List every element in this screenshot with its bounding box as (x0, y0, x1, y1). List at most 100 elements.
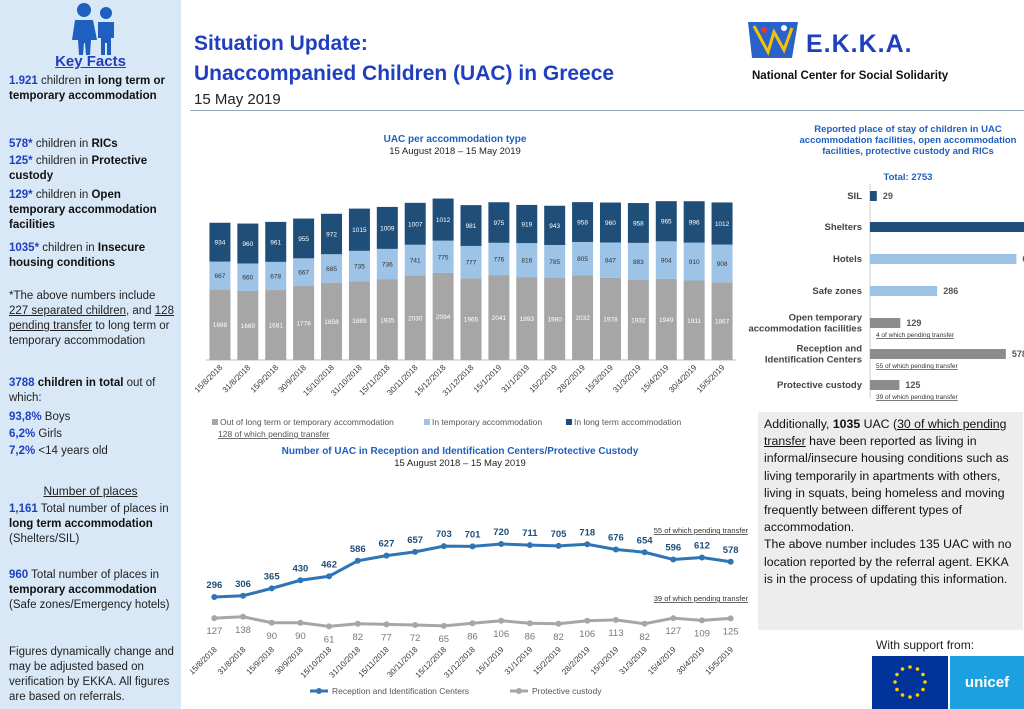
bar-value-label: 1009 (380, 225, 395, 232)
point-value-label: 627 (379, 539, 395, 550)
info-box (758, 412, 1023, 630)
bar-segment (432, 272, 454, 360)
chart3-title: Reported place of stay of children in UA… (799, 124, 1017, 157)
point-value-label: 127 (665, 626, 681, 637)
series-point (440, 622, 447, 629)
bar-value-label: 1012 (715, 221, 730, 228)
bar-segment (516, 204, 538, 244)
eu-star (900, 693, 905, 697)
bar-value-label: 2032 (575, 315, 590, 322)
key-facts-title: Key Facts (55, 53, 126, 70)
x-tick-label: 31/8/2018 (216, 645, 248, 677)
point-value-label: 82 (639, 632, 650, 643)
series-point (526, 542, 533, 549)
places-long-term: 1,161 Total number of places in long ter… (9, 503, 169, 545)
bar-value-label: 1681 (269, 323, 284, 330)
bar-segment (209, 222, 231, 262)
unicef-logo: unicef (950, 656, 1024, 709)
point-value-label: 365 (264, 571, 281, 582)
bar-segment (348, 281, 370, 360)
eu-star (908, 665, 912, 669)
bar-segment (209, 289, 231, 360)
bar-segment (655, 201, 677, 242)
point-value-label: 113 (608, 628, 623, 639)
children-icon (72, 3, 114, 55)
bar-value-label: 1012 (436, 217, 451, 224)
bar-value-label: 904 (661, 258, 672, 265)
page-date: 15 May 2019 (194, 91, 281, 108)
annotation-custody: 39 of which pending transfer (654, 594, 749, 603)
bar-segment (460, 205, 482, 246)
bar-segment (711, 282, 733, 360)
bar-segment (655, 278, 677, 360)
x-tick-label: 31/1/2019 (503, 645, 535, 677)
bar-segment (572, 202, 594, 242)
bar-segment (376, 248, 398, 280)
series-point (268, 585, 275, 592)
hbar (870, 222, 1024, 232)
point-value-label: 106 (493, 629, 509, 640)
bar-value-label: 816 (521, 258, 532, 265)
bar-value-label: 908 (717, 261, 728, 268)
places-temporary: 960 Total number of places in temporary … (9, 569, 170, 611)
point-value-label: 578 (723, 545, 739, 556)
point-value-label: 86 (467, 631, 478, 642)
hbar-value-label: 286 (943, 286, 958, 296)
bar-value-label: 2041 (492, 315, 507, 322)
hbar-category-label: Safe zones (812, 286, 862, 297)
bar-value-label: 1993 (520, 316, 535, 323)
point-value-label: 306 (235, 579, 251, 590)
series-point (297, 619, 304, 626)
series-point (354, 557, 361, 564)
point-value-label: 701 (465, 529, 482, 540)
point-value-label: 720 (493, 527, 509, 538)
x-tick-label: 15/5/2019 (704, 645, 736, 677)
chart1-note: 128 of which pending transfer (218, 429, 330, 439)
bar-value-label: 2030 (408, 315, 423, 322)
bar-segment (293, 286, 315, 360)
bar-value-label: 943 (549, 223, 560, 230)
point-value-label: 596 (665, 543, 681, 554)
point-value-label: 127 (206, 626, 222, 637)
support-label: With support from: (876, 638, 975, 652)
x-tick-label: 15/2/2019 (528, 363, 560, 395)
bar-segment (376, 206, 398, 249)
footnote: Figures dynamically change and may be ad… (9, 646, 174, 703)
x-tick-label: 15/9/2018 (245, 645, 277, 677)
legend-label: Protective custody (532, 686, 602, 696)
fact-total: 3788 children in total out of which: (9, 377, 156, 404)
eu-star (908, 695, 912, 699)
point-value-label: 612 (694, 541, 710, 552)
bar-segment (321, 254, 343, 283)
bar-value-label: 1949 (659, 317, 674, 324)
bar-value-label: 1932 (631, 317, 646, 324)
hbar-note: 4 of which pending transfer (876, 332, 955, 339)
bar-value-label: 975 (493, 220, 504, 227)
point-value-label: 90 (295, 631, 306, 642)
bar-segment (488, 275, 510, 360)
x-tick-label: 15/5/2019 (695, 363, 727, 395)
series-point (727, 615, 734, 622)
bar-value-label: 1965 (464, 317, 479, 324)
series-point (354, 620, 361, 627)
series-point (498, 617, 505, 624)
hbar-category-label: Reception and (797, 344, 863, 355)
fact-young: 7,2% <14 years old (9, 445, 108, 457)
x-tick-label: 31/8/2018 (221, 363, 253, 395)
logo-subtitle: National Center for Social Solidarity (752, 70, 949, 82)
bar-value-label: 685 (326, 266, 337, 273)
x-tick-label: 15/1/2019 (472, 363, 504, 395)
eu-star (895, 687, 899, 692)
point-value-label: 296 (206, 580, 222, 591)
point-value-label: 654 (637, 535, 654, 546)
bar-segment (711, 202, 733, 245)
point-value-label: 86 (525, 631, 536, 642)
x-tick-label: 15/2/2019 (531, 645, 563, 677)
point-value-label: 657 (407, 535, 423, 546)
point-value-label: 430 (292, 563, 308, 574)
hbar-category-label: Shelters (825, 222, 863, 233)
bar-value-label: 775 (438, 254, 449, 261)
bar-value-label: 1889 (352, 318, 367, 325)
fact-girls: 6,2% Girls (9, 428, 63, 440)
bar-segment (432, 240, 454, 273)
